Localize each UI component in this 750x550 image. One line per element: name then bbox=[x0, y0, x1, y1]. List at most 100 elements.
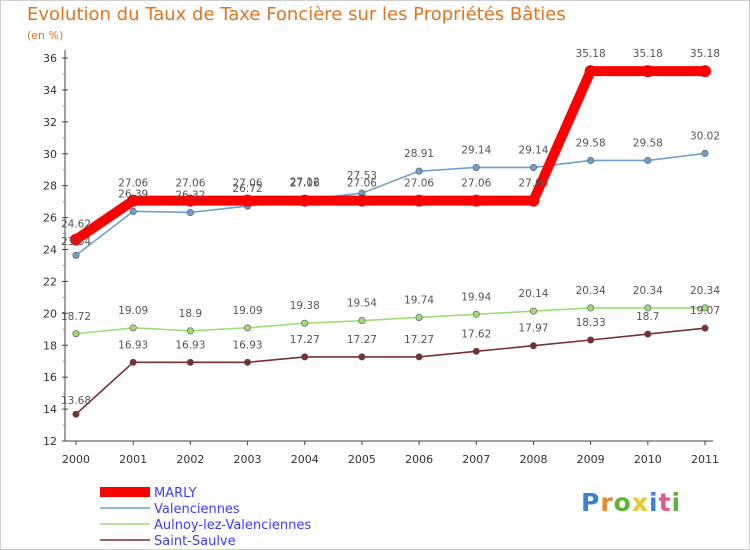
data-label: 30.02 bbox=[690, 130, 720, 142]
data-point bbox=[701, 149, 709, 157]
data-label: 17.62 bbox=[461, 328, 491, 340]
data-point bbox=[701, 324, 709, 332]
data-label: 26.32 bbox=[175, 189, 205, 201]
legend-label: MARLY bbox=[154, 486, 197, 501]
x-tick-label: 2011 bbox=[691, 453, 719, 466]
data-label: 20.14 bbox=[518, 288, 548, 300]
data-point bbox=[587, 336, 595, 344]
data-label: 20.34 bbox=[633, 285, 663, 297]
data-label: 19.09 bbox=[118, 305, 148, 317]
data-label: 26.39 bbox=[118, 188, 148, 200]
legend-label: Valenciennes bbox=[154, 502, 240, 517]
data-label: 18.33 bbox=[576, 317, 606, 329]
data-point bbox=[72, 410, 80, 418]
data-point bbox=[699, 65, 711, 78]
data-point bbox=[358, 353, 366, 361]
data-point bbox=[301, 319, 309, 327]
data-label: 19.94 bbox=[461, 291, 491, 303]
data-label: 29.14 bbox=[518, 144, 548, 156]
data-point bbox=[244, 358, 252, 366]
y-tick-label: 14 bbox=[43, 403, 57, 416]
x-tick-label: 2002 bbox=[176, 453, 204, 466]
data-label: 13.68 bbox=[61, 395, 91, 407]
data-label: 27.06 bbox=[118, 178, 148, 190]
data-label: 27.06 bbox=[290, 178, 320, 190]
y-tick-label: 16 bbox=[43, 371, 57, 384]
data-label: 35.18 bbox=[633, 48, 663, 60]
data-point bbox=[701, 304, 709, 312]
y-tick-label: 22 bbox=[43, 275, 57, 288]
x-tick-label: 2008 bbox=[519, 453, 547, 466]
data-point bbox=[72, 330, 80, 338]
logo-letter: P bbox=[581, 488, 601, 517]
data-point bbox=[358, 317, 366, 325]
data-label: 27.06 bbox=[404, 178, 434, 190]
data-point bbox=[415, 313, 423, 321]
data-point bbox=[472, 310, 480, 318]
x-tick-label: 2003 bbox=[234, 453, 262, 466]
data-point bbox=[129, 358, 137, 366]
data-label: 17.27 bbox=[347, 334, 377, 346]
y-tick-label: 18 bbox=[43, 339, 57, 352]
data-label: 20.34 bbox=[690, 285, 720, 297]
data-label: 19.74 bbox=[404, 294, 434, 306]
data-point bbox=[584, 65, 597, 78]
data-label: 27.06 bbox=[518, 178, 548, 190]
data-label: 29.58 bbox=[576, 137, 606, 149]
logo-letter: r bbox=[600, 488, 614, 517]
data-point bbox=[241, 194, 254, 207]
data-label: 27.06 bbox=[461, 178, 491, 190]
data-label: 17.97 bbox=[518, 323, 548, 335]
data-label: 17.27 bbox=[404, 334, 434, 346]
data-label: 18.72 bbox=[61, 311, 91, 323]
y-tick-label: 20 bbox=[43, 307, 57, 320]
data-point bbox=[129, 324, 137, 332]
data-label: 29.58 bbox=[633, 137, 663, 149]
data-label: 27.06 bbox=[347, 178, 377, 190]
data-point bbox=[641, 65, 654, 78]
y-tick-label: 12 bbox=[43, 435, 57, 448]
series-line-valenciennes bbox=[75, 152, 706, 257]
data-point bbox=[186, 358, 194, 366]
data-label: 16.93 bbox=[175, 339, 205, 351]
x-tick-label: 2010 bbox=[634, 453, 662, 466]
data-label: 17.27 bbox=[290, 334, 320, 346]
y-tick-label: 36 bbox=[43, 52, 57, 65]
logo-letter: t bbox=[658, 488, 672, 517]
data-point bbox=[244, 324, 252, 332]
axes: 12 14 16 18 20 22 24 26 28 30 32 34 36 2000 2001 2002 20… bbox=[43, 50, 719, 466]
data-point bbox=[186, 208, 194, 216]
data-label: 20.34 bbox=[576, 285, 606, 297]
data-label: 16.93 bbox=[233, 339, 263, 351]
legend: MARLYValenciennesAulnoy-lez-Valenciennes… bbox=[100, 486, 311, 549]
data-label: 23.64 bbox=[61, 236, 91, 248]
data-point bbox=[587, 304, 595, 312]
data-label: 27.12 bbox=[290, 177, 320, 189]
data-point bbox=[644, 156, 652, 164]
x-tick-label: 2001 bbox=[119, 453, 147, 466]
data-point bbox=[470, 194, 483, 207]
legend-label: Saint-Saulve bbox=[154, 534, 236, 549]
data-label: 19.38 bbox=[290, 300, 320, 312]
data-point bbox=[527, 194, 540, 207]
data-point bbox=[129, 207, 137, 215]
data-label: 26.72 bbox=[233, 183, 263, 195]
series-lines bbox=[70, 65, 711, 418]
logo-letter: x bbox=[631, 488, 649, 517]
logo-letter: i bbox=[649, 488, 659, 517]
y-tick-label: 30 bbox=[43, 148, 57, 161]
unit-label: (en %) bbox=[27, 29, 64, 42]
data-point bbox=[415, 167, 423, 175]
legend-label: Aulnoy-lez-Valenciennes bbox=[154, 518, 311, 533]
data-point bbox=[355, 194, 368, 207]
data-point bbox=[298, 194, 311, 207]
data-label: 19.09 bbox=[233, 305, 263, 317]
data-label: 19.54 bbox=[347, 298, 377, 310]
data-point bbox=[472, 163, 480, 171]
data-point bbox=[587, 156, 595, 164]
data-label: 18.9 bbox=[179, 308, 202, 320]
data-point bbox=[72, 251, 80, 259]
data-labels: 24.62 27.06 27.06 27.06 27.06 27.06 27.06 27.06… bbox=[61, 48, 720, 407]
data-label: 16.93 bbox=[118, 339, 148, 351]
